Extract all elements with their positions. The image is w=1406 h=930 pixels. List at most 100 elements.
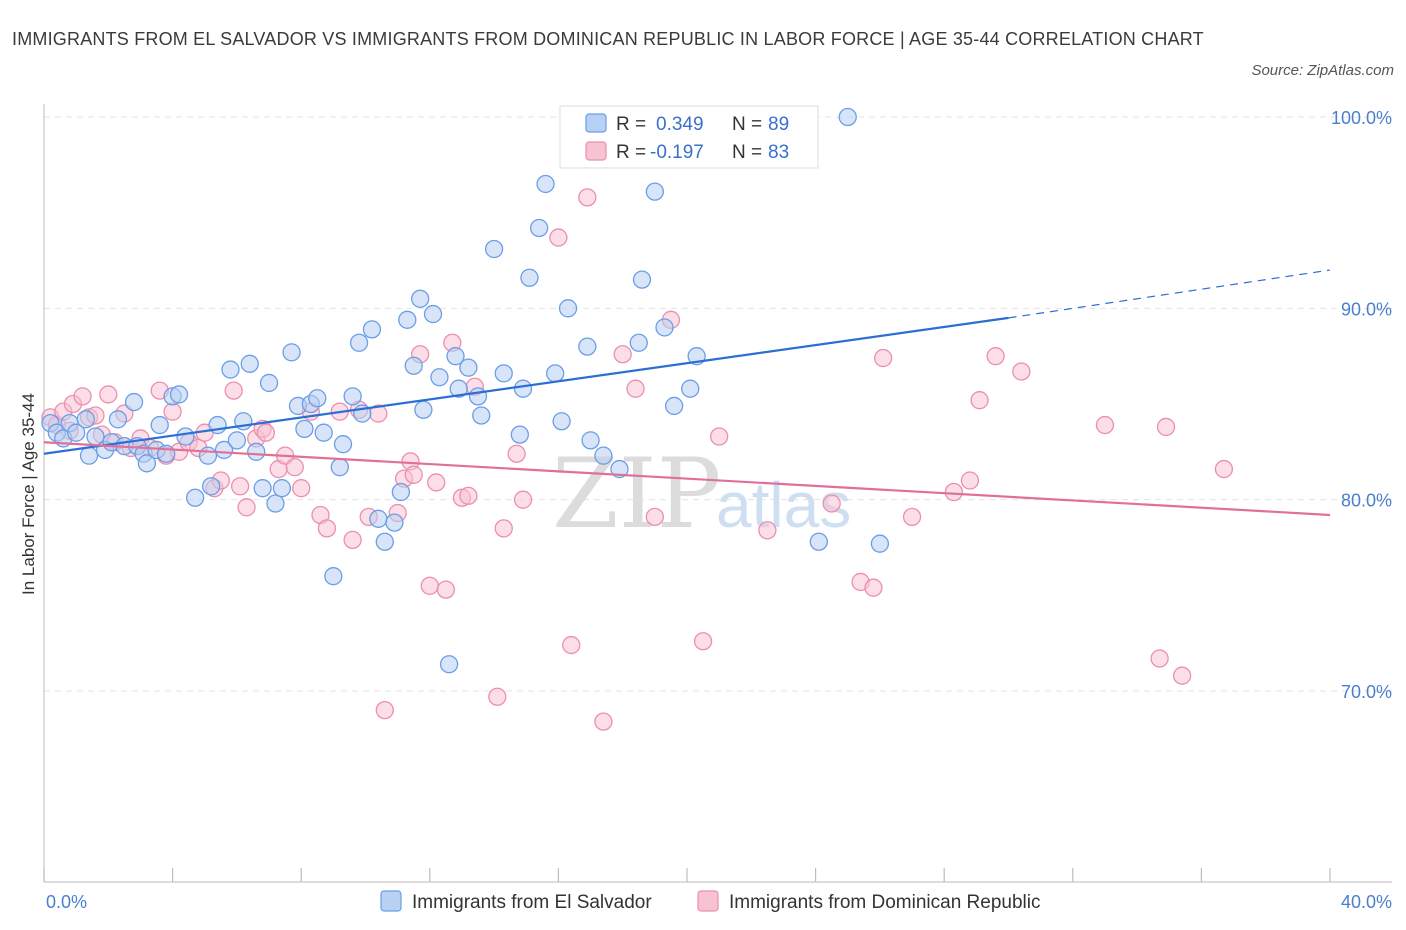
el-salvador-point-26 [214, 440, 234, 460]
el-salvador-point-81 [645, 182, 664, 201]
el-salvador-point-80 [632, 270, 652, 289]
el-salvador-point-5 [76, 410, 95, 429]
el-salvador-point-10 [108, 410, 128, 429]
x-tick-marks [43, 868, 1331, 882]
dominican-republic-point-73 [873, 348, 893, 368]
el-salvador-point-44 [333, 435, 353, 454]
dominican-republic-point-67 [693, 632, 713, 651]
dominican-republic-point-61 [578, 188, 597, 207]
dominican-republic-point-25 [230, 477, 250, 496]
el-salvador-point-42 [324, 567, 343, 586]
dominican-republic-point-24 [224, 381, 243, 400]
legend-r-value-1: 0.349 [656, 114, 704, 135]
el-salvador-point-72 [546, 364, 565, 383]
el-salvador-point-38 [295, 419, 314, 439]
dominican-republic-point-55 [488, 687, 507, 706]
y-tick-labels: 70.0% 80.0% 90.0% 100.0% [1331, 108, 1392, 702]
el-salvador-point-45 [343, 387, 362, 406]
bottom-legend-swatch-pink [697, 890, 719, 912]
el-salvador-point-83 [664, 396, 684, 416]
y-tick-label-90: 90.0% [1341, 299, 1392, 319]
bottom-legend-label-el-salvador: Immigrants from El Salvador [412, 892, 652, 913]
dominican-republic-point-82 [1156, 417, 1176, 437]
dominican-republic-point-32 [285, 457, 304, 477]
el-salvador-point-35 [272, 479, 292, 498]
y-axis-label: In Labor Force | Age 35-44 [19, 393, 38, 595]
dominican-republic-point-74 [902, 507, 922, 527]
el-salvador-point-60 [446, 347, 465, 366]
trend-lines [43, 269, 1331, 517]
legend-n-label-1: N = [732, 114, 762, 135]
el-salvador-point-22 [185, 488, 205, 507]
dominican-republic-point-68 [710, 427, 729, 446]
el-salvador-point-57 [423, 304, 443, 324]
legend-swatch-pink [585, 141, 607, 161]
legend-r-label-1: R = [616, 114, 646, 135]
dominican-republic-point-80 [1095, 415, 1115, 435]
el-salvador-point-70 [529, 218, 549, 238]
stats-legend: R = 0.349 N = 89 R = -0.197 N = 83 [559, 105, 819, 169]
el-salvador-point-48 [362, 320, 382, 339]
trend-line-el-salvador [43, 316, 1009, 455]
dominican-republic-point-17 [163, 402, 182, 421]
trend-line-el-salvador-extension [1008, 269, 1331, 319]
el-salvador-point-88 [870, 534, 890, 553]
dominican-republic-point-53 [459, 486, 478, 505]
el-salvador-point-34 [266, 494, 285, 513]
y-tick-label-80: 80.0% [1341, 491, 1392, 511]
legend-n-label-2: N = [732, 142, 762, 163]
el-salvador-point-32 [253, 479, 272, 498]
dominican-republic-point-49 [427, 473, 446, 492]
el-salvador-point-65 [484, 239, 504, 259]
el-salvador-point-76 [581, 431, 600, 450]
el-salvador-point-63 [468, 387, 488, 406]
el-salvador-point-58 [430, 368, 449, 387]
el-salvador-point-79 [629, 333, 648, 352]
el-salvador-point-55 [411, 289, 430, 308]
el-salvador-point-82 [655, 318, 674, 337]
el-salvador-point-4 [67, 423, 86, 442]
bottom-legend-label-dominican-republic: Immigrants from Dominican Republic [729, 892, 1041, 913]
dominican-republic-point-48 [420, 576, 439, 595]
el-salvador-point-53 [398, 310, 417, 329]
el-salvador-point-28 [227, 431, 247, 450]
el-salvador-point-41 [314, 423, 333, 442]
dominican-republic-point-84 [1214, 459, 1234, 479]
dominican-republic-point-69 [758, 521, 777, 540]
el-salvador-point-33 [259, 373, 279, 393]
el-salvador-point-87 [838, 107, 857, 127]
el-salvador-point-66 [494, 364, 513, 383]
el-salvador-point-61 [449, 379, 468, 398]
el-salvador-point-50 [375, 532, 394, 551]
el-salvador-point-52 [391, 482, 411, 502]
el-salvador-point-71 [536, 174, 555, 194]
dominican-republic-point-72 [864, 578, 883, 597]
el-salvador-point-56 [414, 400, 433, 419]
dominican-republic-point-76 [960, 471, 980, 490]
el-salvador-point-40 [308, 389, 327, 408]
y-tick-label-70: 70.0% [1341, 682, 1392, 702]
el-salvador-point-17 [150, 415, 169, 435]
el-salvador-point-24 [202, 477, 221, 496]
dominican-republic-point-46 [404, 465, 423, 484]
el-salvador-point-73 [552, 412, 571, 431]
el-salvador-point-23 [198, 446, 218, 465]
el-salvador-point-12 [124, 392, 144, 412]
dominican-republic-point-58 [513, 490, 533, 509]
el-salvador-point-27 [221, 360, 240, 379]
dominican-republic-point-81 [1150, 649, 1169, 668]
el-salvador-point-75 [578, 337, 597, 356]
legend-n-value-1: 89 [768, 114, 789, 135]
el-salvador-point-86 [809, 532, 828, 551]
el-salvador-point-59 [439, 655, 459, 674]
el-salvador-point-6 [79, 446, 99, 465]
legend-r-value-2: -0.197 [650, 142, 704, 163]
dominican-republic-point-83 [1172, 666, 1192, 685]
dominican-republic-point-77 [970, 391, 989, 410]
dominican-republic-point-63 [613, 345, 632, 364]
dominican-republic-point-75 [944, 482, 963, 502]
el-salvador-point-69 [520, 268, 539, 287]
el-salvador-point-49 [369, 509, 388, 528]
dominican-republic-point-59 [549, 228, 568, 247]
bottom-legend-swatch-blue [380, 890, 402, 912]
